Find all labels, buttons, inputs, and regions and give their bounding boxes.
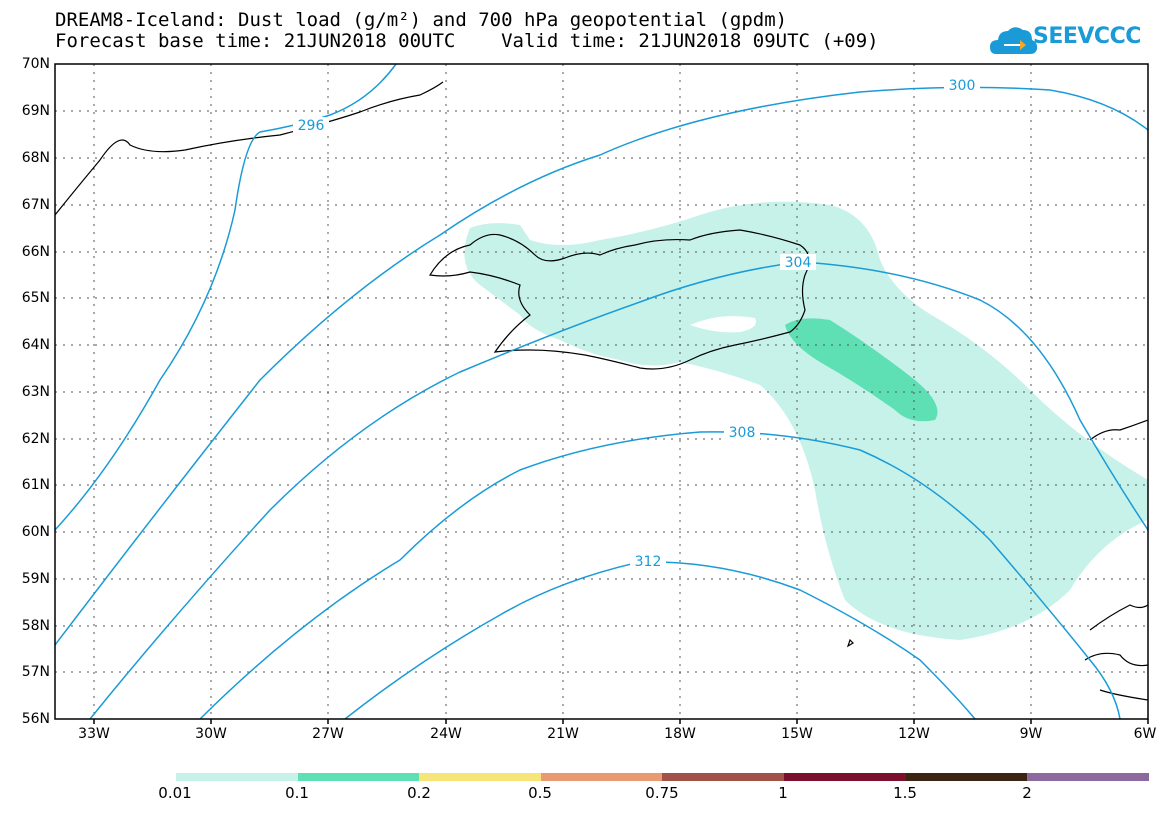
coast-scotland (1084, 604, 1148, 701)
legend-level: 1.5 (893, 784, 917, 802)
legend-level: 0.2 (407, 784, 431, 802)
contour-300 (55, 86, 1148, 646)
lon-label: 27W (312, 726, 344, 742)
legend-level: 0.01 (158, 784, 192, 802)
lat-label: 62N (21, 431, 50, 447)
legend-level: 0.75 (645, 784, 679, 802)
lon-label: 21W (547, 726, 579, 742)
lat-label: 57N (21, 664, 50, 680)
lon-label: 6W (1133, 726, 1157, 742)
coast-iceland (429, 229, 810, 370)
plot-frame (54, 63, 1149, 720)
lon-label: 9W (1019, 726, 1043, 742)
lat-label: 58N (21, 618, 50, 634)
dust-region-low (464, 201, 1148, 640)
contour-304 (89, 261, 1148, 719)
colorbar-segment (784, 773, 907, 781)
lat-label: 63N (21, 384, 50, 400)
legend-level: 2 (1022, 784, 1032, 802)
lon-label: 18W (664, 726, 696, 742)
colorbar-segment (540, 773, 663, 781)
dust-region-mid (785, 318, 938, 422)
lat-label: 66N (21, 244, 50, 260)
colorbar-segment (1027, 773, 1150, 781)
colorbar-segment (176, 773, 299, 781)
coast-greenland (55, 81, 444, 216)
contour-312 (344, 561, 976, 719)
lat-label: 69N (21, 103, 50, 119)
lat-label: 56N (21, 711, 50, 727)
dust-hole (690, 316, 756, 333)
contour-label-308: 308 (729, 425, 756, 441)
geopotential-contours (55, 64, 1148, 719)
logo-text: SEEVCCC (1033, 24, 1141, 49)
chart-title: DREAM8-Iceland: Dust load (g/m²) and 700… (55, 9, 788, 31)
lon-label: 30W (195, 726, 227, 742)
lat-label: 59N (21, 571, 50, 587)
lon-label: 33W (78, 726, 110, 742)
contour-label-300: 300 (949, 78, 976, 94)
chart-subtitle: Forecast base time: 21JUN2018 00UTC Vali… (55, 30, 879, 52)
colorbar-segment (905, 773, 1028, 781)
contour-296b (55, 209, 236, 531)
colorbar-segment (419, 773, 542, 781)
colorbar-segment (297, 773, 420, 781)
contour-label-296: 296 (298, 118, 325, 134)
legend-level: 1 (778, 784, 788, 802)
coastlines (55, 81, 1148, 701)
lat-label: 65N (21, 290, 50, 306)
legend-level: 0.1 (285, 784, 309, 802)
lat-label: 67N (21, 197, 50, 213)
lon-label: 15W (781, 726, 813, 742)
contour-label-312: 312 (635, 554, 662, 570)
lat-label: 60N (21, 524, 50, 540)
lon-label: 24W (430, 726, 462, 742)
legend-level: 0.5 (528, 784, 552, 802)
coast-faroe (846, 638, 854, 648)
lat-label: 68N (21, 150, 50, 166)
lat-label: 64N (21, 337, 50, 353)
colorbar-segment (662, 773, 785, 781)
lat-label: 70N (21, 56, 50, 72)
cloud-logo-icon (990, 27, 1038, 54)
lat-label: 61N (21, 477, 50, 493)
lon-label: 12W (898, 726, 930, 742)
coast-norway (1089, 419, 1148, 441)
graticule (55, 64, 1148, 719)
contour-label-304: 304 (785, 255, 812, 271)
